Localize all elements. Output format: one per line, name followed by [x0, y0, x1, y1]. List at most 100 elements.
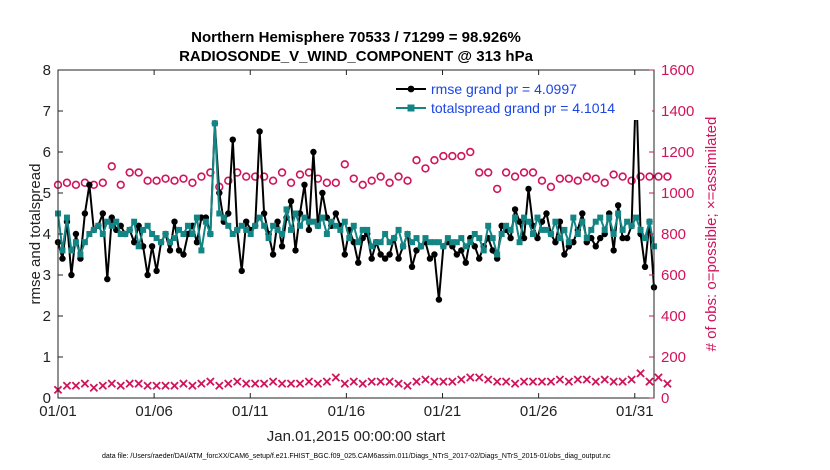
spread-point [261, 222, 268, 229]
spread-point [507, 226, 514, 233]
obs-assimilated-point [358, 379, 367, 388]
rmse-point [86, 181, 93, 188]
rmse-point [386, 251, 393, 258]
spread-point [592, 218, 599, 225]
spread-point [319, 214, 326, 221]
legend-rmse-label: rmse grand pr = 4.0997 [431, 81, 577, 97]
left-axis-ticks: 0 1 2 3 4 5 6 7 8 [43, 62, 63, 407]
obs-assimilated-point [304, 377, 314, 386]
spread-point [238, 222, 245, 229]
obs-assimilated-point [483, 375, 493, 384]
y-tick-label-right: 400 [661, 308, 686, 325]
obs-assimilated-point [152, 381, 161, 390]
spread-point [565, 239, 572, 246]
obs-assimilated-point [89, 383, 99, 392]
obs-possible-point [349, 174, 358, 183]
obs-possible-point [412, 156, 421, 165]
spread-point [431, 239, 438, 246]
obs-assimilated-point [367, 377, 376, 386]
rmse-point [104, 275, 111, 283]
spread-point [494, 251, 501, 258]
spread-point [184, 222, 191, 229]
obs-assimilated-point [448, 377, 457, 386]
spread-point [144, 222, 151, 229]
rmse-point [238, 267, 245, 275]
spread-point [556, 235, 563, 242]
x-tick-label: 01/01 [39, 403, 77, 420]
spread-point [413, 235, 420, 242]
spread-point [113, 218, 120, 225]
x-tick-label: 01/16 [328, 403, 366, 420]
obs-possible-point [394, 172, 403, 181]
obs-assimilated-point [385, 377, 394, 386]
spread-point [619, 226, 626, 233]
obs-assimilated-point [224, 379, 233, 388]
obs-assimilated-point [645, 377, 654, 386]
obs-possible-point [466, 147, 475, 157]
obs-assimilated-point [349, 377, 358, 386]
spread-point [368, 243, 375, 250]
spread-point [167, 239, 174, 246]
rmse-point [368, 255, 375, 262]
rmse-point [597, 234, 604, 242]
y-tick-label-right: 1200 [661, 144, 694, 161]
obs-possible-point [331, 178, 341, 187]
rmse-point [310, 148, 317, 156]
spread-point [153, 235, 160, 242]
obs-assimilated-point [421, 375, 430, 384]
obs-possible-point [224, 176, 233, 185]
spread-point [547, 231, 554, 237]
obs-possible-point [197, 172, 206, 181]
obs-assimilated-point [376, 377, 385, 386]
obs-assimilated-point [618, 377, 627, 386]
spread-point [314, 222, 321, 229]
obs-assimilated-point [98, 381, 108, 390]
line-series [54, 79, 658, 303]
obs-possible-point [62, 178, 72, 187]
spread-point [444, 235, 451, 242]
x-tick-label: 01/11 [232, 403, 268, 420]
obs-possible-point [618, 172, 627, 181]
spread-point [570, 214, 577, 221]
spread-point [597, 214, 604, 221]
spread-point [449, 239, 456, 246]
spread-point [579, 218, 586, 225]
spread-point [189, 231, 196, 237]
obs-possible-point [501, 168, 511, 177]
obs-possible-point [483, 168, 493, 177]
data-file-footer: data file: /Users/raeder/DAI/ATM_forcXX/… [102, 453, 611, 460]
spread-point [216, 210, 223, 217]
spread-point [77, 251, 84, 258]
obs-possible-point [492, 184, 502, 194]
spread-point [288, 226, 295, 233]
obs-assimilated-point [80, 379, 90, 388]
rmse-point [256, 128, 263, 135]
obs-assimilated-point [134, 379, 143, 388]
spread-point [81, 239, 88, 246]
obs-assimilated-point [546, 377, 556, 386]
obs-assimilated-point [528, 377, 538, 386]
obs-series [53, 147, 672, 395]
spread-point [95, 222, 102, 229]
spread-point [193, 214, 200, 221]
spread-point [400, 243, 407, 250]
spread-point [386, 239, 393, 246]
spread-point [310, 218, 317, 225]
obs-assimilated-point [206, 377, 215, 386]
spread-point [279, 231, 286, 237]
rmse-point [610, 247, 617, 254]
y-tick-label-left: 5 [43, 185, 51, 202]
obs-assimilated-point [125, 379, 134, 388]
spread-point [476, 235, 483, 242]
spread-point [628, 222, 635, 229]
spread-point [435, 239, 442, 246]
x-tick-label: 01/26 [520, 403, 558, 420]
rmse-point [305, 226, 313, 234]
spread-point [350, 222, 357, 229]
spread-point [135, 243, 142, 250]
spread-point [68, 247, 75, 254]
x-axis-ticks: 01/01 01/06 01/11 01/16 01/21 01/26 01/31 [39, 70, 654, 420]
obs-assimilated-point [116, 381, 125, 390]
rmse-point [543, 210, 550, 217]
